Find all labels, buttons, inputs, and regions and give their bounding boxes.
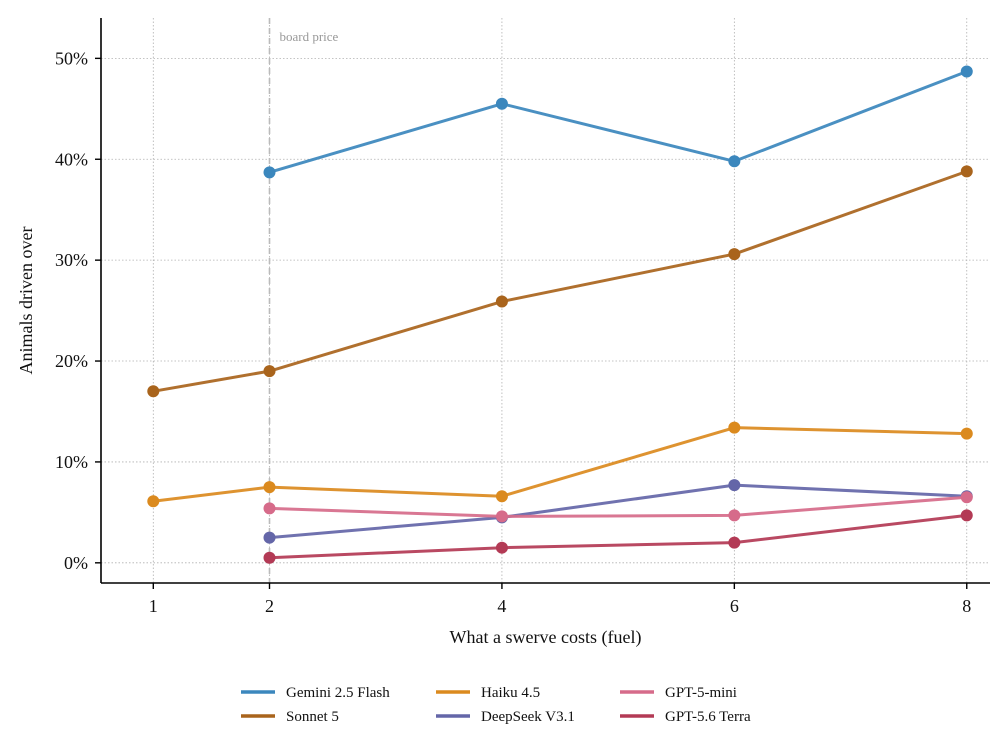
data-point-gpt-5-mini-x2 [263,502,276,515]
data-point-gpt-5-mini-x6 [728,509,741,522]
legend-item-gpt-5-6-terra: GPT-5.6 Terra [620,709,751,725]
data-point-gemini-2-5-flash-x8 [960,65,973,78]
data-point-haiku-4-5-x8 [960,427,973,440]
legend-label-gpt-5-mini: GPT-5-mini [665,685,737,701]
x-tick-label-8: 8 [962,596,971,616]
data-point-gpt-5-6-terra-x4 [495,541,508,554]
data-point-deepseek-v3-1-x2 [263,531,276,544]
data-point-gpt-5-mini-x4 [495,510,508,523]
x-tick-label-4: 4 [497,596,506,616]
series-gemini-2-5-flash [263,65,973,179]
data-point-sonnet-5-x8 [960,165,973,178]
x-tick-label-2: 2 [265,596,274,616]
data-point-sonnet-5-x2 [263,365,276,378]
legend-label-deepseek-v3-1: DeepSeek V3.1 [481,709,575,725]
x-ticks: 1 2 4 6 8 [149,583,971,616]
x-tick-label-6: 6 [730,596,739,616]
legend-item-sonnet-5: Sonnet 5 [241,709,339,725]
data-point-haiku-4-5-x1 [147,495,160,508]
legend-label-haiku-4-5: Haiku 4.5 [481,685,540,701]
legend-label-gemini-2-5-flash: Gemini 2.5 Flash [286,685,390,701]
y-tick-label-50: 50% [55,48,88,68]
x-axis-label: What a swerve costs (fuel) [450,627,642,648]
data-point-gemini-2-5-flash-x4 [495,97,508,110]
y-tick-label-10: 10% [55,452,88,472]
y-tick-label-30: 30% [55,250,88,270]
axes [100,18,990,584]
data-point-gemini-2-5-flash-x6 [728,155,741,168]
data-point-sonnet-5-x4 [495,295,508,308]
data-point-haiku-4-5-x2 [263,481,276,494]
board-price-label: board price [280,29,339,44]
legend-label-gpt-5-6-terra: GPT-5.6 Terra [665,709,751,725]
series-group [147,65,973,564]
series-line-gpt-5-mini [269,495,967,518]
y-tick-label-0: 0% [64,553,88,573]
series-line-gpt-5-6-terra [269,513,967,560]
series-line-deepseek-v3-1 [269,483,967,540]
legend-item-haiku-4-5: Haiku 4.5 [436,685,540,701]
legend-item-deepseek-v3-1: DeepSeek V3.1 [436,709,575,725]
y-tick-label-20: 20% [55,351,88,371]
series-sonnet-5 [147,165,973,398]
reference-line-group: board price [268,18,339,583]
y-ticks: 0% 10% 20% 30% 40% 50% [55,48,101,573]
legend: Gemini 2.5 Flash Sonnet 5 Haiku 4.5 DeepSee… [241,685,751,725]
series-gpt-5-mini [263,491,973,523]
data-point-sonnet-5-x6 [728,248,741,261]
legend-item-gpt-5-mini: GPT-5-mini [620,685,737,701]
data-point-gpt-5-mini-x8 [960,491,973,504]
data-point-gpt-5-6-terra-x6 [728,536,741,549]
series-gpt-5-6-terra [263,509,973,564]
legend-label-sonnet-5: Sonnet 5 [286,709,339,725]
legend-item-gemini-2-5-flash: Gemini 2.5 Flash [241,685,390,701]
data-point-gpt-5-6-terra-x8 [960,509,973,522]
y-tick-label-40: 40% [55,149,88,169]
grid [101,18,990,583]
data-point-deepseek-v3-1-x6 [728,479,741,492]
series-haiku-4-5 [147,421,973,508]
data-point-gpt-5-6-terra-x2 [263,551,276,564]
series-line-sonnet-5 [153,169,968,393]
data-point-sonnet-5-x1 [147,385,160,398]
data-point-haiku-4-5-x4 [495,490,508,503]
series-line-gemini-2-5-flash [269,70,968,174]
data-point-gemini-2-5-flash-x2 [263,166,276,179]
x-tick-label-1: 1 [149,596,158,616]
data-point-haiku-4-5-x6 [728,421,741,434]
y-axis-label: Animals driven over [16,227,36,375]
